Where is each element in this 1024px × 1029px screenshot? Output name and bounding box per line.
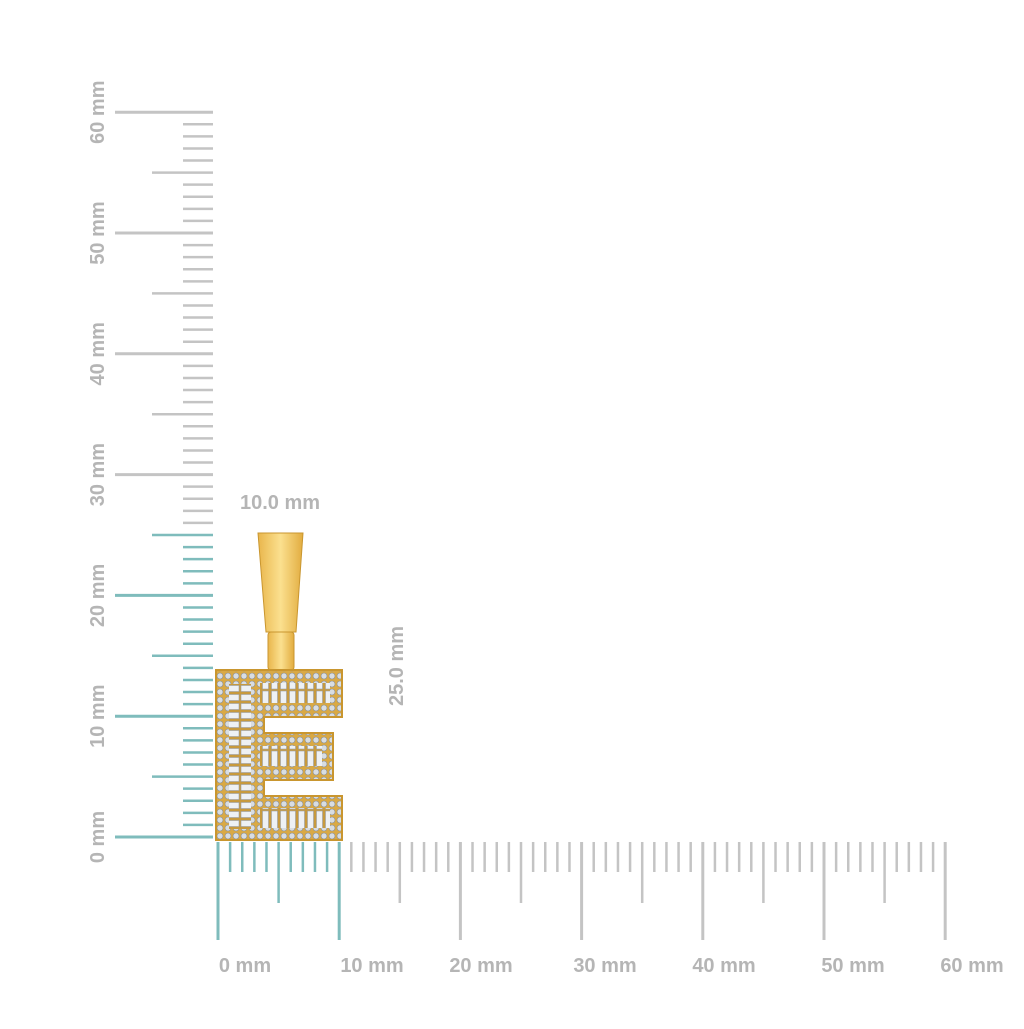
x-ruler-label: 50 mm	[821, 955, 884, 977]
y-ruler-label: 40 mm	[87, 322, 109, 385]
y-ruler-label: 20 mm	[87, 564, 109, 627]
x-ruler-label: 0 mm	[219, 955, 271, 977]
x-ruler-label: 10 mm	[340, 955, 403, 977]
x-ruler-label: 60 mm	[940, 955, 1003, 977]
y-ruler-label: 10 mm	[87, 685, 109, 748]
y-ruler-label: 60 mm	[87, 81, 109, 144]
x-ruler-label: 40 mm	[692, 955, 755, 977]
y-ruler-label: 50 mm	[87, 201, 109, 264]
y-ruler-label: 0 mm	[87, 811, 109, 863]
x-ruler-label: 30 mm	[573, 955, 636, 977]
height-label: 25.0 mm	[386, 626, 408, 706]
x-ruler-label: 20 mm	[449, 955, 512, 977]
y-ruler-label: 30 mm	[87, 443, 109, 506]
pendant	[215, 532, 343, 841]
rulers: 0 mm 10 mm 20 mm 30 mm 40 mm 50 mm 60 mm 0 mm 10…	[87, 81, 1004, 977]
width-label: 10.0 mm	[240, 492, 320, 514]
